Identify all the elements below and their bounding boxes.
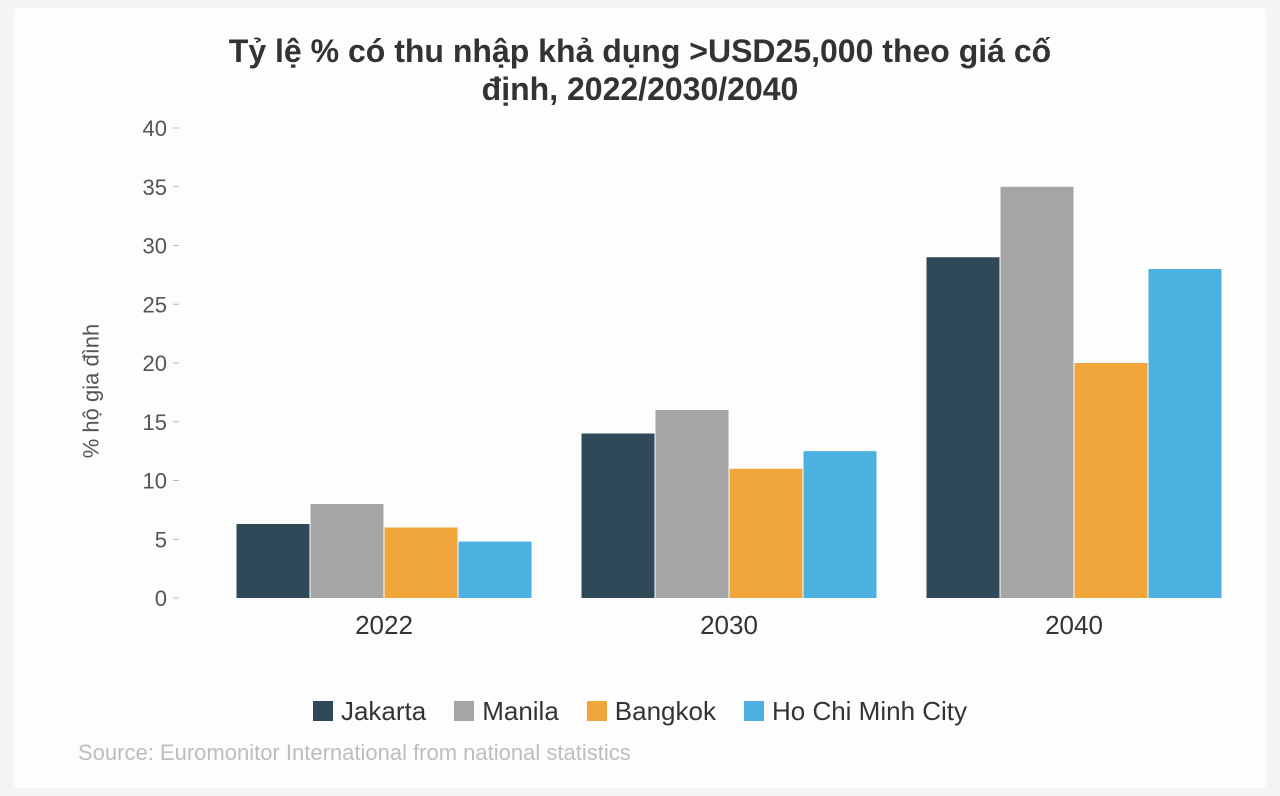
svg-text:15: 15 xyxy=(143,410,167,435)
bar xyxy=(656,410,729,598)
svg-text:35: 35 xyxy=(143,175,167,200)
chart-title-line2: định, 2022/2030/2040 xyxy=(482,71,799,107)
x-category-label: 2022 xyxy=(355,610,413,640)
legend-swatch xyxy=(454,701,474,721)
x-category-label: 2030 xyxy=(700,610,758,640)
chart-card: Tỷ lệ % có thu nhập khả dụng >USD25,000 … xyxy=(14,8,1266,788)
legend-item: Ho Chi Minh City xyxy=(744,696,967,727)
legend-item: Jakarta xyxy=(313,696,426,727)
bar xyxy=(459,542,532,598)
bar xyxy=(1001,187,1074,598)
legend-label: Manila xyxy=(482,696,559,727)
legend-swatch xyxy=(313,701,333,721)
legend-label: Bangkok xyxy=(615,696,716,727)
legend-swatch xyxy=(744,701,764,721)
bar xyxy=(1149,269,1222,598)
x-category-label: 2040 xyxy=(1045,610,1103,640)
bar xyxy=(927,257,1000,598)
bar xyxy=(582,434,655,599)
svg-text:40: 40 xyxy=(143,118,167,141)
legend-label: Ho Chi Minh City xyxy=(772,696,967,727)
bar xyxy=(804,451,877,598)
svg-text:30: 30 xyxy=(143,234,167,259)
legend-swatch xyxy=(587,701,607,721)
source-text: Source: Euromonitor International from n… xyxy=(78,740,631,766)
legend: Jakarta Manila Bangkok Ho Chi Minh City xyxy=(14,696,1266,729)
plot-area: % hộ gia đình 05101520253035402022203020… xyxy=(84,118,1244,658)
chart-title-line1: Tỷ lệ % có thu nhập khả dụng >USD25,000 … xyxy=(229,33,1051,69)
svg-text:20: 20 xyxy=(143,351,167,376)
svg-text:10: 10 xyxy=(143,469,167,494)
bar xyxy=(237,524,310,598)
svg-text:5: 5 xyxy=(155,527,167,552)
legend-item: Manila xyxy=(454,696,559,727)
bar xyxy=(730,469,803,598)
chart-svg: 0 5 10 15 20 25 30 35 40 2022 2030 2040 xyxy=(84,118,1244,658)
bar xyxy=(385,528,458,599)
svg-text:0: 0 xyxy=(155,586,167,611)
bar xyxy=(311,504,384,598)
legend-label: Jakarta xyxy=(341,696,426,727)
legend-item: Bangkok xyxy=(587,696,716,727)
bar xyxy=(1075,363,1148,598)
svg-text:25: 25 xyxy=(143,292,167,317)
chart-title: Tỷ lệ % có thu nhập khả dụng >USD25,000 … xyxy=(14,8,1266,109)
